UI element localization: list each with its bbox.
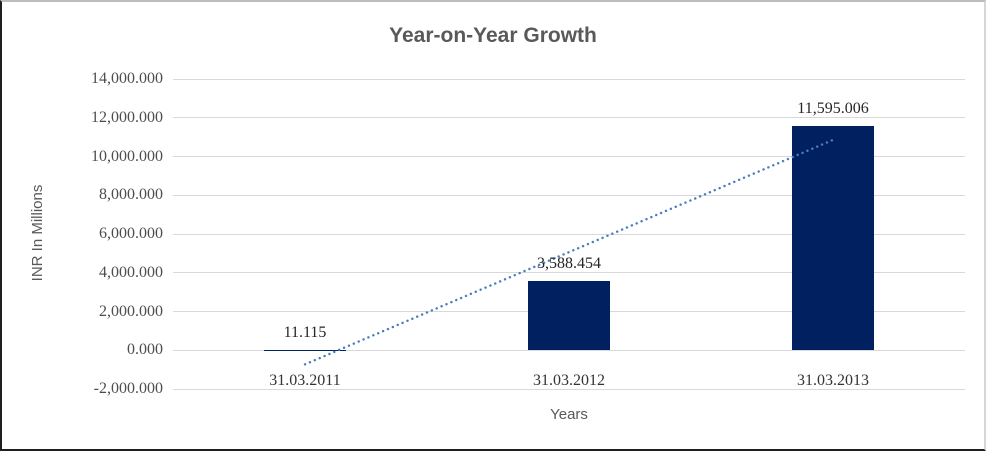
- x-axis-tick-label: 31.03.2011: [269, 372, 341, 389]
- y-axis-tick-label: 6,000.000: [99, 225, 163, 242]
- chart-title: Year-on-Year Growth: [389, 24, 597, 47]
- x-axis-tick-label: 31.03.2012: [533, 372, 605, 389]
- gridline: [173, 78, 965, 80]
- y-axis-tick-label: -2,000.000: [93, 380, 163, 397]
- y-axis-tick-label: 12,000.000: [91, 108, 163, 126]
- bar-31.03.2012: [528, 280, 610, 351]
- data-label: 11.115: [283, 324, 327, 342]
- y-axis-tick-label: 10,000.000: [91, 147, 163, 165]
- y-axis-tick-label: 4,000.000: [99, 263, 163, 281]
- data-label: 11,595.006: [797, 99, 869, 117]
- gridline: [173, 117, 965, 119]
- x-axis-title: Years: [550, 406, 588, 423]
- bar-31.03.2013: [792, 125, 874, 351]
- gridline: [173, 388, 965, 390]
- y-axis-tick-label: 2,000.000: [99, 302, 163, 320]
- y-axis-tick-label: 8,000.000: [99, 186, 163, 204]
- y-axis-tick-label: 0.000: [127, 341, 163, 359]
- data-label: 3,588.454: [537, 254, 601, 272]
- plot-area: [173, 78, 965, 390]
- x-axis-tick-label: 31.03.2013: [797, 372, 869, 389]
- y-axis-tick-label: 14,000.000: [91, 70, 163, 87]
